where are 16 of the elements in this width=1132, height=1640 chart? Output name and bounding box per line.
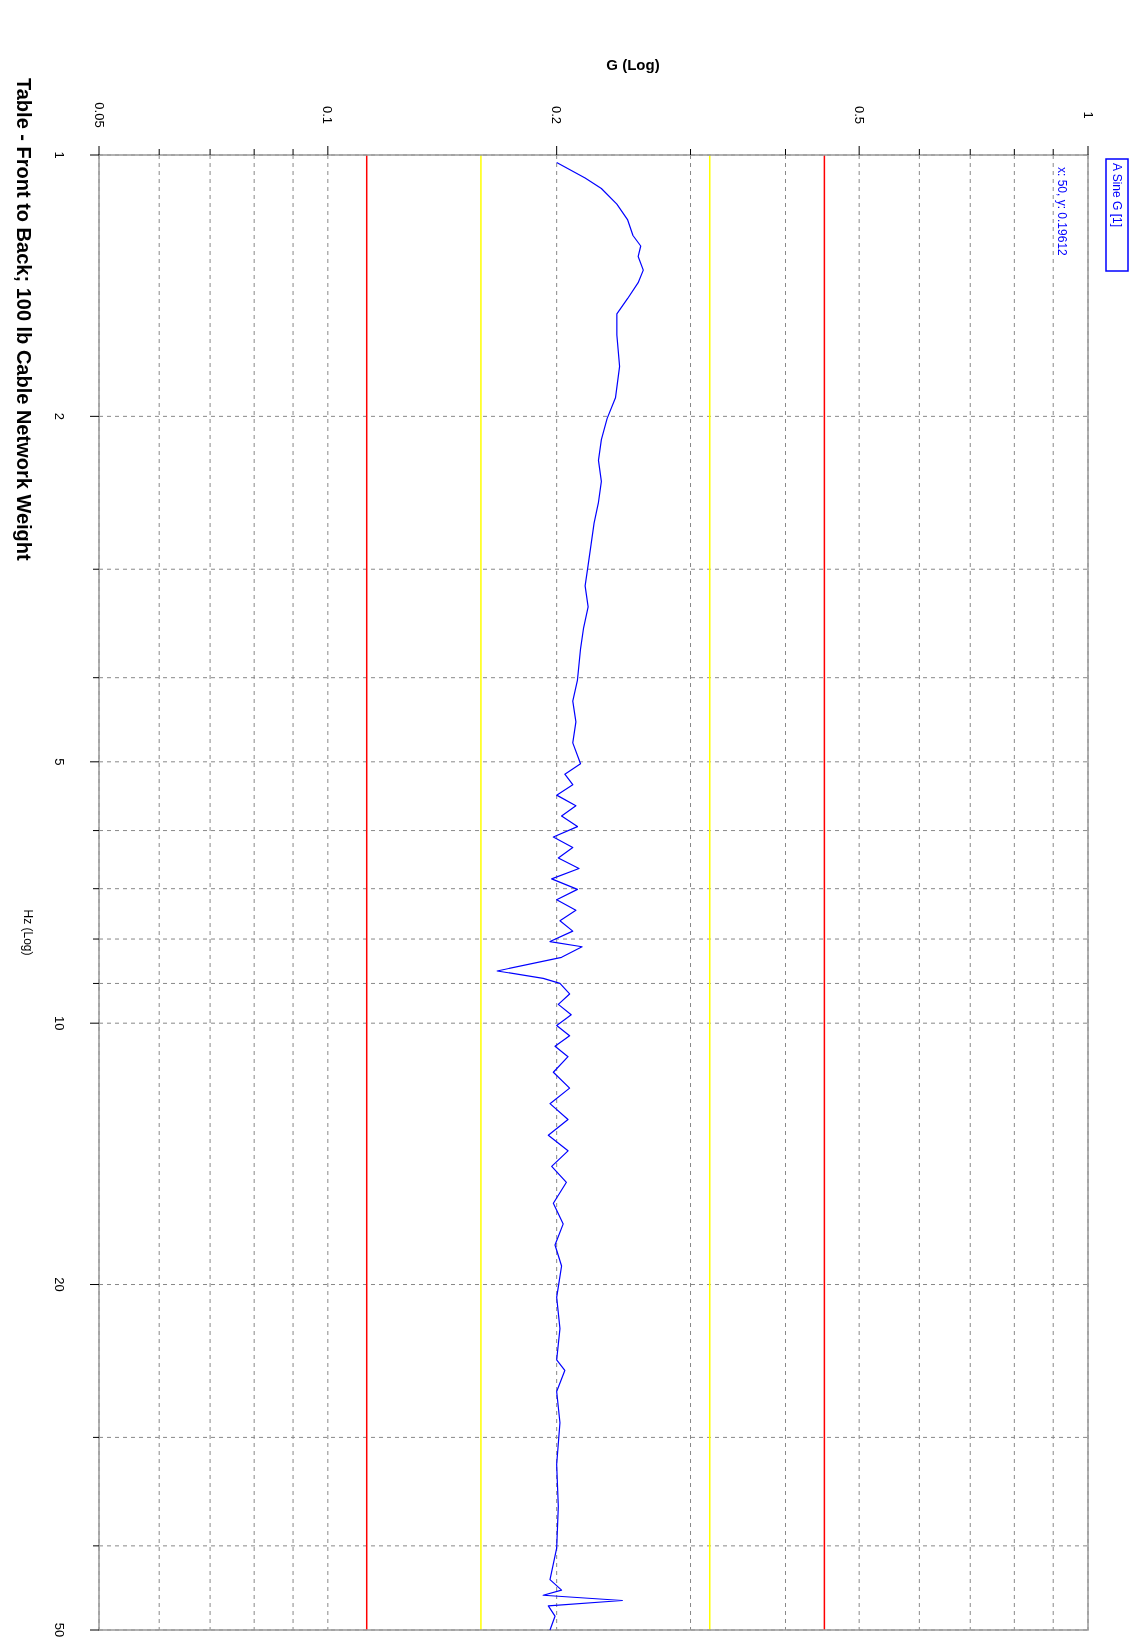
x-tick-label: 0.5 [851, 105, 867, 125]
y-tick-label: 10 [51, 1015, 67, 1031]
y-tick-label: 50 [51, 1622, 67, 1638]
x-tick-label: 0.1 [320, 105, 336, 125]
y-tick-label: 2 [51, 412, 67, 420]
annotation: x: 50, y: 0.19612 [1055, 167, 1069, 257]
x-tick-label: 0.05 [91, 102, 107, 128]
text: A Sine G [1] [1110, 163, 1124, 228]
y-axis-title: Hz (Log) [21, 909, 35, 956]
x-tick-label: 0.2 [549, 105, 565, 125]
y-tick-label: 5 [51, 758, 67, 766]
text: Table - Front to Back; 100 lb Cable Network Weight [13, 78, 35, 562]
y-tick-label: 20 [51, 1277, 67, 1292]
x-tick-label: 1 [1080, 111, 1096, 119]
y-tick-label: 1 [51, 151, 67, 159]
x-axis-title: G (Log) [606, 56, 660, 73]
